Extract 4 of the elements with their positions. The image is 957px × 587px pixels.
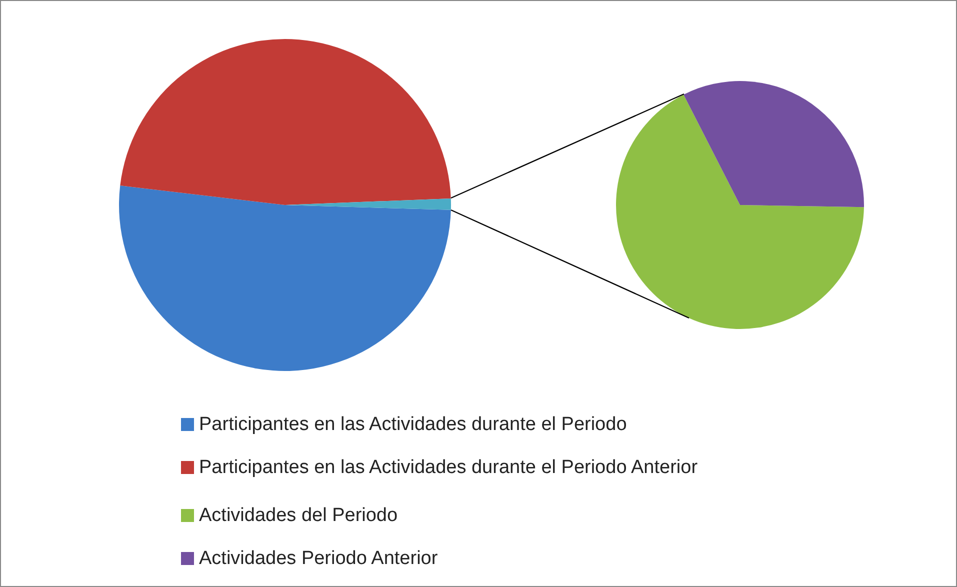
legend-label: Participantes en las Actividades durante el Periodo Anterior	[199, 457, 698, 478]
legend-label: Participantes en las Actividades durante el Periodo	[199, 414, 627, 435]
legend-label: Actividades del Periodo	[199, 505, 398, 526]
legend-label: Actividades Periodo Anterior	[199, 548, 438, 569]
